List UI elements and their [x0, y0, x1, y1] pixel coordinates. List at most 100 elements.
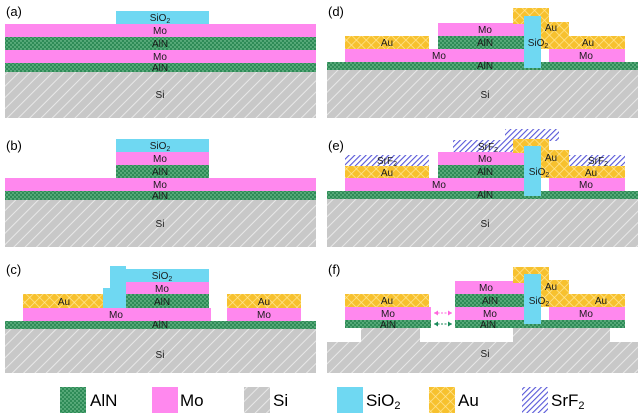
legend-label-sio2: SiO2	[366, 391, 400, 412]
mo-right-label: Mo	[257, 310, 271, 321]
mo-bottom-label: Mo	[153, 180, 167, 191]
si-label: Si	[481, 90, 490, 101]
mo-top-electrode	[455, 281, 531, 294]
mo-right-pad	[549, 49, 625, 62]
gap-arrow-mo	[434, 310, 452, 316]
legend-swatch-aln	[60, 387, 86, 413]
legend: AlN Mo Si SiO2 Au SrF2	[60, 387, 585, 413]
au-right-pad	[531, 36, 625, 49]
panel-c: (c) Si AlN Mo Mo Au Au AlN Mo SiO2	[5, 262, 316, 373]
si-substrate	[5, 200, 316, 247]
si-substrate	[327, 342, 638, 373]
mo-top-label: Mo	[478, 154, 492, 165]
mo-left-label: Mo	[381, 309, 395, 320]
sio2-label: SiO2	[150, 13, 171, 25]
aln-piezo-island	[116, 165, 209, 178]
aln-piezo-layer	[5, 37, 316, 50]
legend-swatch-sio2	[337, 387, 363, 413]
au-left-label: Au	[381, 296, 393, 307]
srf2-right-mask	[567, 155, 625, 166]
aln-seed-layer	[5, 321, 316, 329]
panel-d-label: (d)	[328, 4, 344, 19]
aln-piezo-island	[438, 36, 531, 49]
srf2-left-mask	[345, 155, 429, 166]
au-top-label: Au	[545, 23, 557, 34]
sio2-label: SiO2	[152, 271, 173, 283]
legend-item-sio2: SiO2	[337, 387, 400, 413]
mo-bottom-electrode	[5, 50, 316, 63]
mo-right-label: Mo	[579, 180, 593, 191]
au-left-pad	[23, 294, 105, 308]
aln-seed-label: AlN	[477, 190, 493, 201]
aln-piezo-label: AlN	[482, 296, 498, 307]
aln-piezo-label: AlN	[152, 39, 168, 50]
mo-right-pad	[549, 178, 625, 191]
aln-seed-label: AlN	[477, 61, 493, 72]
legend-swatch-mo	[152, 387, 178, 413]
srf2-left-label: SrF2	[377, 156, 397, 168]
legend-label-srf2: SrF2	[551, 391, 585, 412]
aln-seed-layer	[5, 191, 316, 200]
srf2-center-label: SrF2	[478, 142, 498, 154]
sio2-mask	[116, 269, 209, 282]
aln-piezo-island	[455, 294, 531, 307]
mo-right-pad	[549, 307, 625, 320]
srf2-center-mask	[453, 140, 531, 152]
mo-bottom-electrode	[23, 308, 211, 321]
au-top-label: Au	[545, 153, 557, 164]
panel-f: (f) Si AlN AlN Mo Mo Mo	[327, 262, 638, 373]
au-left-label: Au	[381, 168, 393, 179]
mo-bottom-label: Mo	[432, 180, 446, 191]
si-substrate	[5, 329, 316, 373]
si-pillar-right	[513, 328, 610, 342]
au-bridge-step	[541, 22, 569, 36]
aln-piezo-label: AlN	[154, 297, 170, 308]
mo-bottom-electrode	[5, 178, 316, 191]
legend-item-si: Si	[244, 387, 288, 413]
mo-top-label: Mo	[155, 284, 169, 295]
mo-right-pad	[227, 308, 301, 321]
au-left-label: Au	[381, 38, 393, 49]
legend-swatch-si	[244, 387, 270, 413]
gap-arrow-aln	[434, 321, 452, 327]
mo-bottom-electrode	[345, 178, 537, 191]
si-label: Si	[156, 219, 165, 230]
legend-swatch-au	[429, 387, 455, 413]
aln-seed-label: AlN	[152, 63, 168, 74]
sio2-sidewall	[110, 266, 126, 308]
panel-d: (d) Si AlN Mo Mo Au AlN Mo Au Au SiO2	[327, 4, 638, 118]
sio2-label: SiO2	[150, 141, 171, 153]
legend-label-mo: Mo	[180, 391, 204, 410]
mo-top-label: Mo	[478, 25, 492, 36]
au-right-label: Au	[582, 38, 594, 49]
aln-piezo-island	[116, 294, 209, 308]
panel-f-label: (f)	[328, 262, 340, 277]
au-right-label: Au	[258, 297, 270, 308]
au-left-pad	[345, 294, 429, 307]
mo-bottom-label: Mo	[109, 310, 123, 321]
sio2-sidewall	[524, 146, 541, 196]
sio2-sidewall-step	[103, 288, 111, 308]
mo-right-label: Mo	[579, 51, 593, 62]
au-top-label: Au	[545, 282, 557, 293]
mo-top-electrode	[5, 24, 316, 37]
aln-piezo-island	[438, 165, 531, 178]
au-right-pad	[531, 166, 625, 178]
mo-bottom-electrode	[345, 49, 535, 62]
si-substrate	[327, 199, 638, 247]
sio2-sidewall	[524, 16, 541, 68]
srf2-right-label: SrF2	[588, 156, 608, 168]
aln-piezo-label: AlN	[152, 167, 168, 178]
legend-swatch-srf2	[522, 387, 548, 413]
panel-e-label: (e)	[328, 138, 344, 153]
aln-seed-label-left: AlN	[380, 320, 396, 331]
legend-item-au: Au	[429, 387, 479, 413]
legend-item-mo: Mo	[152, 387, 204, 413]
si-substrate	[327, 70, 638, 118]
si-label: Si	[481, 219, 490, 230]
sio2-mask	[116, 11, 209, 24]
aln-seed-label-right: AlN	[480, 320, 496, 331]
si-label: Si	[481, 349, 490, 360]
panel-a-label: (a)	[6, 4, 22, 19]
